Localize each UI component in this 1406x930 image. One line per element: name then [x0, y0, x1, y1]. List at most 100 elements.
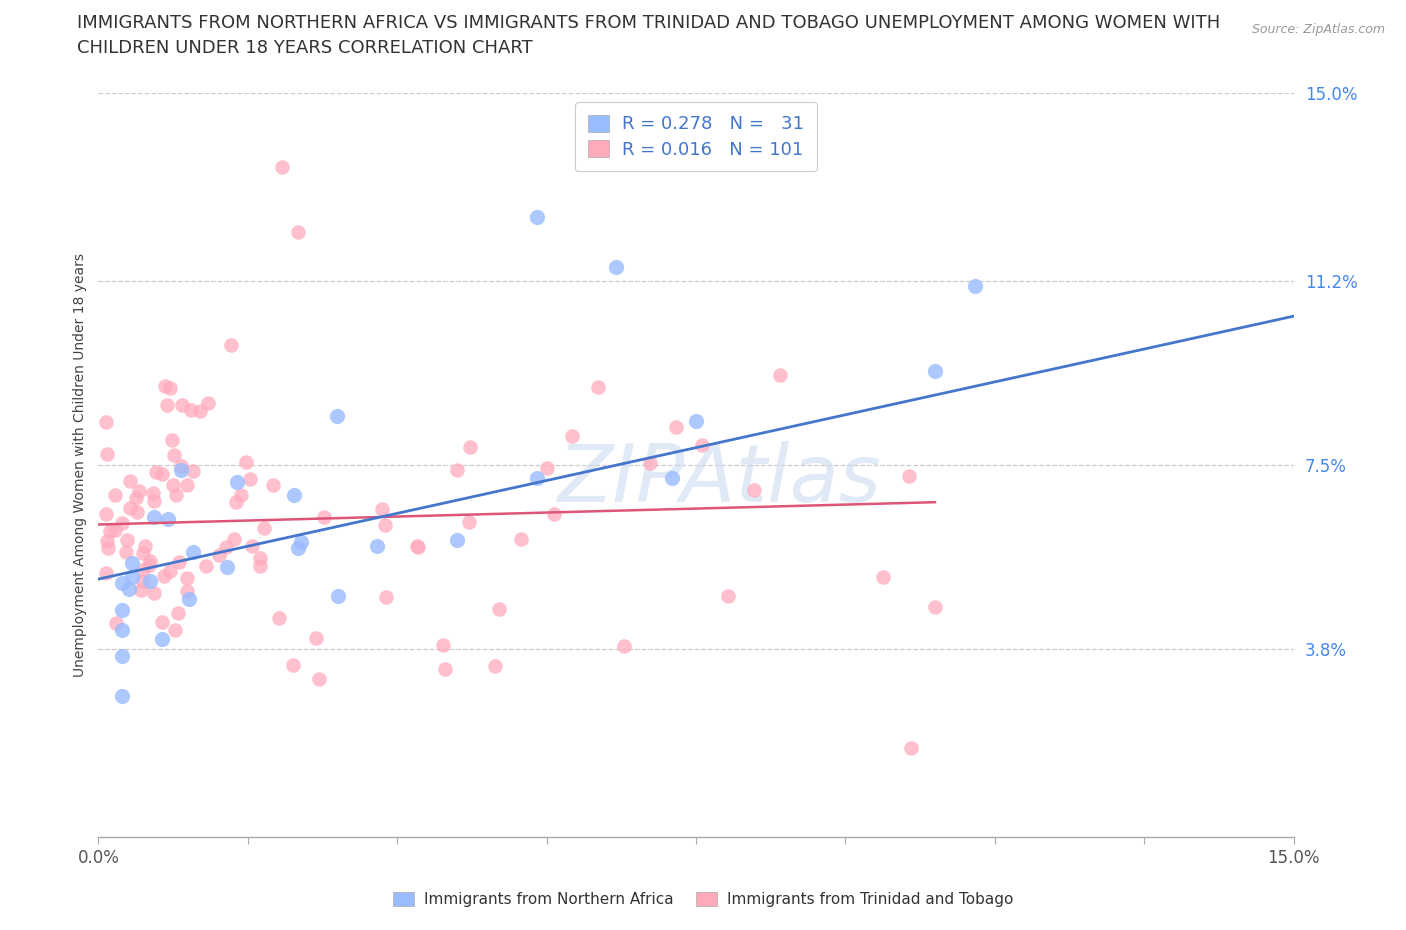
Point [406, 538, 429, 553]
Point [104, 523, 127, 538]
Point [224, 532, 246, 547]
Point [661, 471, 683, 485]
Point [374, 590, 396, 604]
Point [742, 483, 765, 498]
Point [143, 510, 166, 525]
Point [96, 566, 118, 581]
Point [690, 437, 713, 452]
Point [118, 582, 141, 597]
Point [162, 477, 184, 492]
Point [458, 515, 481, 530]
Point [111, 576, 134, 591]
Point [131, 546, 153, 561]
Point [125, 504, 148, 519]
Point [159, 380, 181, 395]
Point [924, 364, 946, 379]
Point [561, 429, 583, 444]
Point [262, 478, 284, 493]
Point [240, 539, 263, 554]
Point [543, 507, 565, 522]
Point [104, 487, 127, 502]
Point [287, 541, 309, 556]
Point [526, 471, 548, 485]
Point [226, 474, 249, 489]
Point [180, 403, 202, 418]
Text: IMMIGRANTS FROM NORTHERN AFRICA VS IMMIGRANTS FROM TRINIDAD AND TOBAGO UNEMPLOYM: IMMIGRANTS FROM NORTHERN AFRICA VS IMMIG… [77, 14, 1220, 32]
Point [685, 414, 707, 429]
Point [509, 531, 531, 546]
Point [157, 512, 180, 527]
Point [235, 455, 257, 470]
Point [613, 639, 636, 654]
Point [308, 671, 330, 686]
Point [111, 603, 134, 618]
Point [290, 534, 312, 549]
Point [434, 661, 457, 676]
Point [111, 688, 134, 703]
Point [665, 419, 688, 434]
Point [177, 591, 200, 606]
Point [128, 484, 150, 498]
Point [924, 600, 946, 615]
Point [900, 740, 922, 755]
Point [170, 462, 193, 477]
Point [229, 488, 252, 503]
Point [484, 658, 506, 673]
Point [370, 501, 392, 516]
Point [249, 559, 271, 574]
Point [176, 584, 198, 599]
Text: CHILDREN UNDER 18 YEARS CORRELATION CHART: CHILDREN UNDER 18 YEARS CORRELATION CHAR… [77, 39, 533, 57]
Point [96, 414, 118, 429]
Point [142, 493, 165, 508]
Point [215, 559, 238, 574]
Point [163, 448, 186, 463]
Y-axis label: Unemployment Among Women with Children Under 18 years: Unemployment Among Women with Children U… [73, 253, 87, 677]
Point [114, 544, 136, 559]
Point [152, 631, 174, 646]
Point [98, 523, 121, 538]
Point [111, 649, 134, 664]
Point [408, 540, 430, 555]
Point [605, 259, 627, 274]
Legend: R = 0.278   N =   31, R = 0.016   N = 101: R = 0.278 N = 31, R = 0.016 N = 101 [575, 102, 817, 171]
Point [176, 570, 198, 585]
Text: Source: ZipAtlas.com: Source: ZipAtlas.com [1251, 23, 1385, 36]
Point [446, 463, 468, 478]
Point [152, 466, 174, 481]
Point [305, 631, 328, 645]
Point [326, 409, 349, 424]
Point [281, 658, 304, 672]
Point [138, 574, 160, 589]
Point [208, 548, 231, 563]
Point [219, 338, 242, 352]
Point [153, 568, 176, 583]
Point [188, 404, 211, 418]
Point [143, 586, 166, 601]
Legend: Immigrants from Northern Africa, Immigrants from Trinidad and Tobago: Immigrants from Northern Africa, Immigra… [387, 885, 1019, 913]
Point [225, 494, 247, 509]
Point [145, 465, 167, 480]
Point [717, 589, 740, 604]
Point [97, 541, 120, 556]
Point [963, 278, 986, 293]
Point [118, 473, 141, 488]
Point [176, 478, 198, 493]
Point [96, 446, 118, 461]
Point [215, 539, 238, 554]
Point [129, 582, 152, 597]
Point [194, 558, 217, 573]
Point [170, 458, 193, 473]
Point [105, 616, 128, 631]
Point [115, 533, 138, 548]
Point [165, 487, 187, 502]
Point [170, 397, 193, 412]
Point [769, 367, 792, 382]
Point [139, 553, 162, 568]
Point [167, 605, 190, 620]
Point [374, 517, 396, 532]
Point [872, 570, 894, 585]
Text: ZIPAtlas: ZIPAtlas [558, 441, 882, 519]
Point [898, 469, 921, 484]
Point [253, 521, 276, 536]
Point [96, 507, 118, 522]
